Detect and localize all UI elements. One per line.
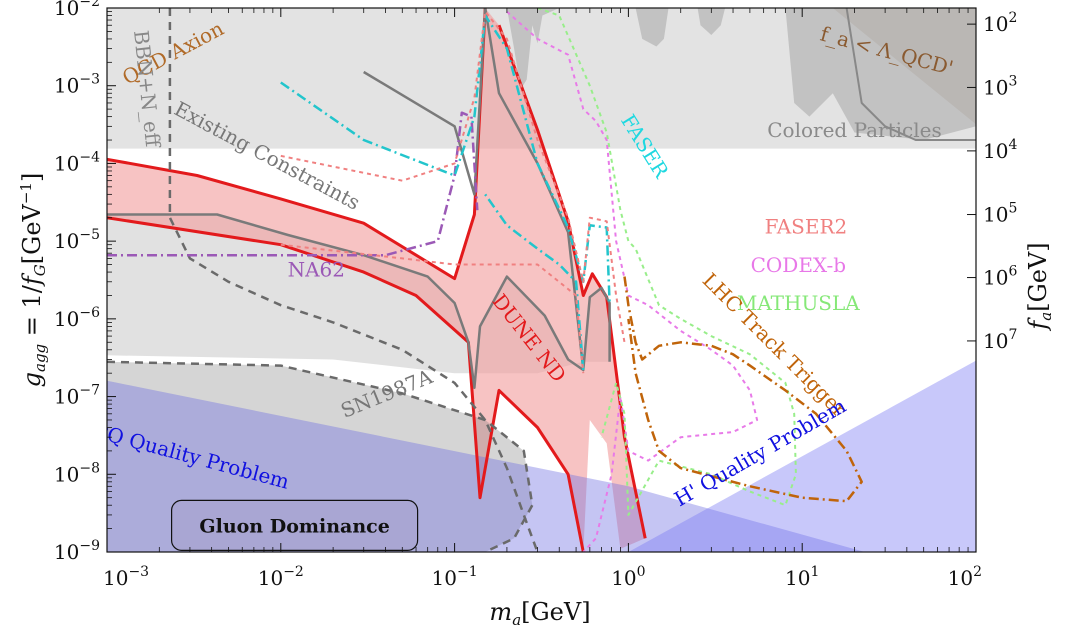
y-tick-label: 10−7 xyxy=(54,383,100,409)
y-tick-label: 10−4 xyxy=(54,149,100,175)
curve-dune_nd_upper2 xyxy=(497,24,647,539)
x-tick-label: 10−3 xyxy=(103,564,149,590)
y-tick-label: 10−8 xyxy=(54,460,100,486)
curve-mathusla xyxy=(537,8,797,516)
right-tick-label: 102 xyxy=(983,10,1017,36)
label-2: Colored Particles xyxy=(767,118,942,142)
curve-bbn_neff xyxy=(168,8,539,552)
curve-faser_lower xyxy=(484,193,585,371)
region-existing_constraints_top xyxy=(506,8,560,90)
y-tick-label: 10−2 xyxy=(54,0,100,20)
y-axis-ticks: 10−9 10−8 10−7 10−6 10−5 10−4 10−3 10−2 xyxy=(54,0,116,564)
x-axis-label: ma[GeV] xyxy=(489,598,590,629)
curve-codex_b xyxy=(506,10,759,552)
y-tick-label: 10−3 xyxy=(54,72,100,98)
right-tick-label: 103 xyxy=(983,73,1017,99)
curve-colored_particles_edge xyxy=(845,8,976,141)
label-9: MATHUSLA xyxy=(737,291,860,315)
x-tick-label: 101 xyxy=(785,564,819,590)
y-axis-label-left: gagg = 1/fG[GeV−1] xyxy=(17,173,49,388)
right-tick-label: 107 xyxy=(983,327,1017,353)
constraint-curves xyxy=(107,8,976,552)
region-colored_particles xyxy=(107,8,976,149)
right-tick-label: 106 xyxy=(983,264,1017,290)
x-tick-label: 10−2 xyxy=(258,564,304,590)
curve-faser2_lower xyxy=(280,243,585,374)
y-tick-label: 10−5 xyxy=(54,227,100,253)
region-existing_constraints_top4 xyxy=(785,8,976,140)
y-axis-label-right: fa[GeV] xyxy=(1024,242,1055,331)
region-h_quality xyxy=(628,360,976,552)
curve-existing_outline xyxy=(107,213,611,389)
y-tick-label: 10−6 xyxy=(54,305,100,331)
curve-sn1987a_outline xyxy=(107,360,534,552)
gluon-dominance-box xyxy=(171,499,419,551)
x-tick-label: 10−1 xyxy=(432,564,478,590)
gluon-dominance-label: Gluon Dominance xyxy=(199,515,389,537)
label-8: CODEX-b xyxy=(751,253,846,277)
right-axis-ticks: 101102103104105106107 xyxy=(967,10,1017,353)
label-5: NA62 xyxy=(288,258,345,282)
region-existing_constraints_top3 xyxy=(697,8,726,35)
y-tick-label: 10−9 xyxy=(54,538,100,564)
x-tick-label: 102 xyxy=(948,564,982,590)
curve-dune_nd_upper xyxy=(107,8,487,281)
curve-lhc_track_trigger xyxy=(623,276,863,503)
x-axis-ticks: 10−3 10−2 10−1 100 101 102 xyxy=(103,8,982,590)
curve-faser2 xyxy=(280,10,626,343)
curve-na62 xyxy=(107,111,479,257)
region-existing_constraints_top2 xyxy=(635,8,669,47)
label-7: FASER2 xyxy=(765,215,848,239)
curve-existing_upper xyxy=(363,8,585,371)
curve-dune_nd_lower xyxy=(107,216,585,552)
curve-faser xyxy=(280,14,611,304)
x-tick-label: 100 xyxy=(611,564,645,590)
plot-frame xyxy=(106,7,977,553)
right-tick-label: 105 xyxy=(983,201,1017,227)
region-dune_nd_band xyxy=(107,8,646,552)
right-tick-label: 104 xyxy=(983,137,1017,163)
